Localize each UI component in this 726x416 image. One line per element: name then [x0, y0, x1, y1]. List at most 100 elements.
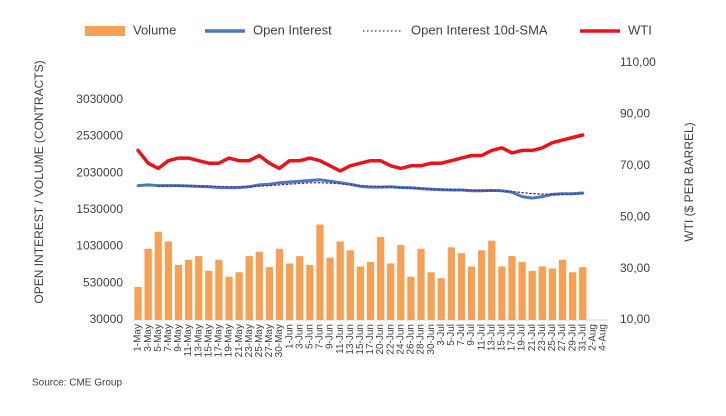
y-axis-title: OPEN INTEREST / VOLUME (CONTRACTS) [32, 60, 46, 303]
x-tick-label: 13-May [193, 324, 204, 357]
x-tick-label: 13-Jul [486, 324, 497, 351]
x-tick-label: 5-Jun [305, 324, 316, 349]
bar [447, 247, 455, 320]
x-tick-label: 23-Jul [537, 324, 548, 351]
x-tick-label: 11-Jul [476, 324, 487, 351]
bar [538, 266, 546, 320]
bar [548, 268, 557, 320]
bar [387, 263, 395, 320]
bar [498, 266, 506, 320]
line [136, 133, 585, 173]
bar [326, 257, 334, 320]
bar [265, 267, 274, 320]
legend-label: Open Interest [253, 22, 332, 37]
x-tick-label: 3-Jun [294, 324, 305, 349]
bar [417, 248, 425, 320]
bar [215, 259, 223, 320]
bar [568, 272, 577, 320]
x-tick-label: 2-Aug [587, 324, 598, 351]
x-tick-label: 30-May [274, 324, 285, 357]
x-tick-label: 13-Jun [345, 324, 356, 355]
x-tick-label: 11-Jun [335, 324, 346, 354]
y2-tick-label: 30,00 [620, 261, 650, 275]
bar [478, 250, 486, 320]
legend-label: Open Interest 10d-SMA [411, 22, 548, 37]
x-tick-label: 3-Jul [436, 324, 447, 346]
x-tick-label: 31-Jul [577, 324, 588, 351]
legend-label: WTI [628, 22, 652, 37]
x-tick-label: 17-Jun [365, 324, 376, 355]
x-tick-label: 27-May [264, 324, 275, 357]
bar [437, 278, 445, 320]
x-tick-label: 5-Jul [446, 324, 457, 346]
bar [376, 237, 385, 320]
x-tick-label: 25-Jul [547, 324, 558, 351]
y2-tick-label: 70,00 [620, 158, 650, 172]
bar [134, 286, 142, 320]
bar [306, 264, 314, 320]
x-tick-label: 17-May [214, 324, 225, 357]
legend-swatch [85, 26, 125, 36]
line [136, 178, 585, 200]
y-tick-label: 1030000 [76, 239, 123, 253]
y-tick-label: 1530000 [76, 202, 123, 216]
x-tick-label: 7-May [163, 324, 174, 352]
bar [579, 267, 587, 320]
bar [407, 276, 415, 320]
y2-tick-label: 110,00 [620, 55, 656, 69]
x-tick-label: 25-May [254, 324, 265, 357]
x-tick-label: 11-May [183, 324, 194, 357]
bar [488, 240, 496, 320]
y2-tick-label: 10,00 [620, 312, 650, 326]
bar [205, 270, 213, 320]
y2-tick-label: 90,00 [620, 107, 650, 121]
bar [296, 256, 304, 320]
y-tick-label: 3030000 [76, 92, 123, 106]
x-tick-label: 21-May [234, 324, 245, 357]
x-tick-label: 9-Jun [325, 324, 336, 349]
bar [255, 251, 263, 320]
x-tick-label: 7-Jul [456, 324, 467, 346]
x-tick-label: 28-Jun [416, 324, 427, 355]
bar [346, 250, 354, 320]
x-tick-label: 5-May [153, 324, 164, 352]
y-tick-label: 2030000 [76, 165, 123, 179]
bar [336, 241, 344, 320]
line [157, 182, 584, 195]
source: Source: CME Group [32, 378, 122, 389]
bar [558, 259, 567, 320]
y-tick-label: 30000 [90, 312, 124, 326]
x-tick-label: 20-Jun [375, 324, 386, 355]
x-tick-label: 15-Jun [355, 324, 366, 355]
x-tick-label: 23-May [244, 324, 255, 357]
x-tick-label: 3-May [143, 324, 154, 352]
bar [457, 253, 466, 320]
x-tick-label: 15-May [203, 324, 214, 357]
bar [144, 248, 152, 320]
x-tick-label: 29-Jul [567, 324, 578, 351]
bar [518, 261, 526, 320]
y-tick-label: 2530000 [76, 129, 123, 143]
bar [366, 261, 375, 320]
x-tick-label: 24-Jun [395, 324, 406, 355]
x-tick-label: 30-Jun [426, 324, 437, 355]
y2-tick-label: 50,00 [620, 209, 650, 223]
x-tick-label: 27-Jul [557, 324, 568, 351]
x-tick-label: 19-Jul [517, 324, 528, 351]
x-tick-label: 19-May [224, 324, 235, 357]
bar [467, 266, 476, 320]
bar [528, 270, 536, 320]
bar [245, 256, 253, 320]
x-tick-label: 1-May [133, 324, 144, 352]
bar [174, 264, 183, 320]
bar [235, 272, 243, 320]
bar [286, 263, 294, 320]
x-tick-label: 17-Jul [507, 324, 518, 351]
bar [275, 248, 284, 320]
bar [356, 266, 365, 320]
y2-axis-title: WTI ($ PER BARREL) [682, 122, 696, 241]
x-tick-label: 9-Jul [466, 324, 477, 346]
x-tick-label: 26-Jun [406, 324, 417, 355]
bar [316, 224, 324, 320]
